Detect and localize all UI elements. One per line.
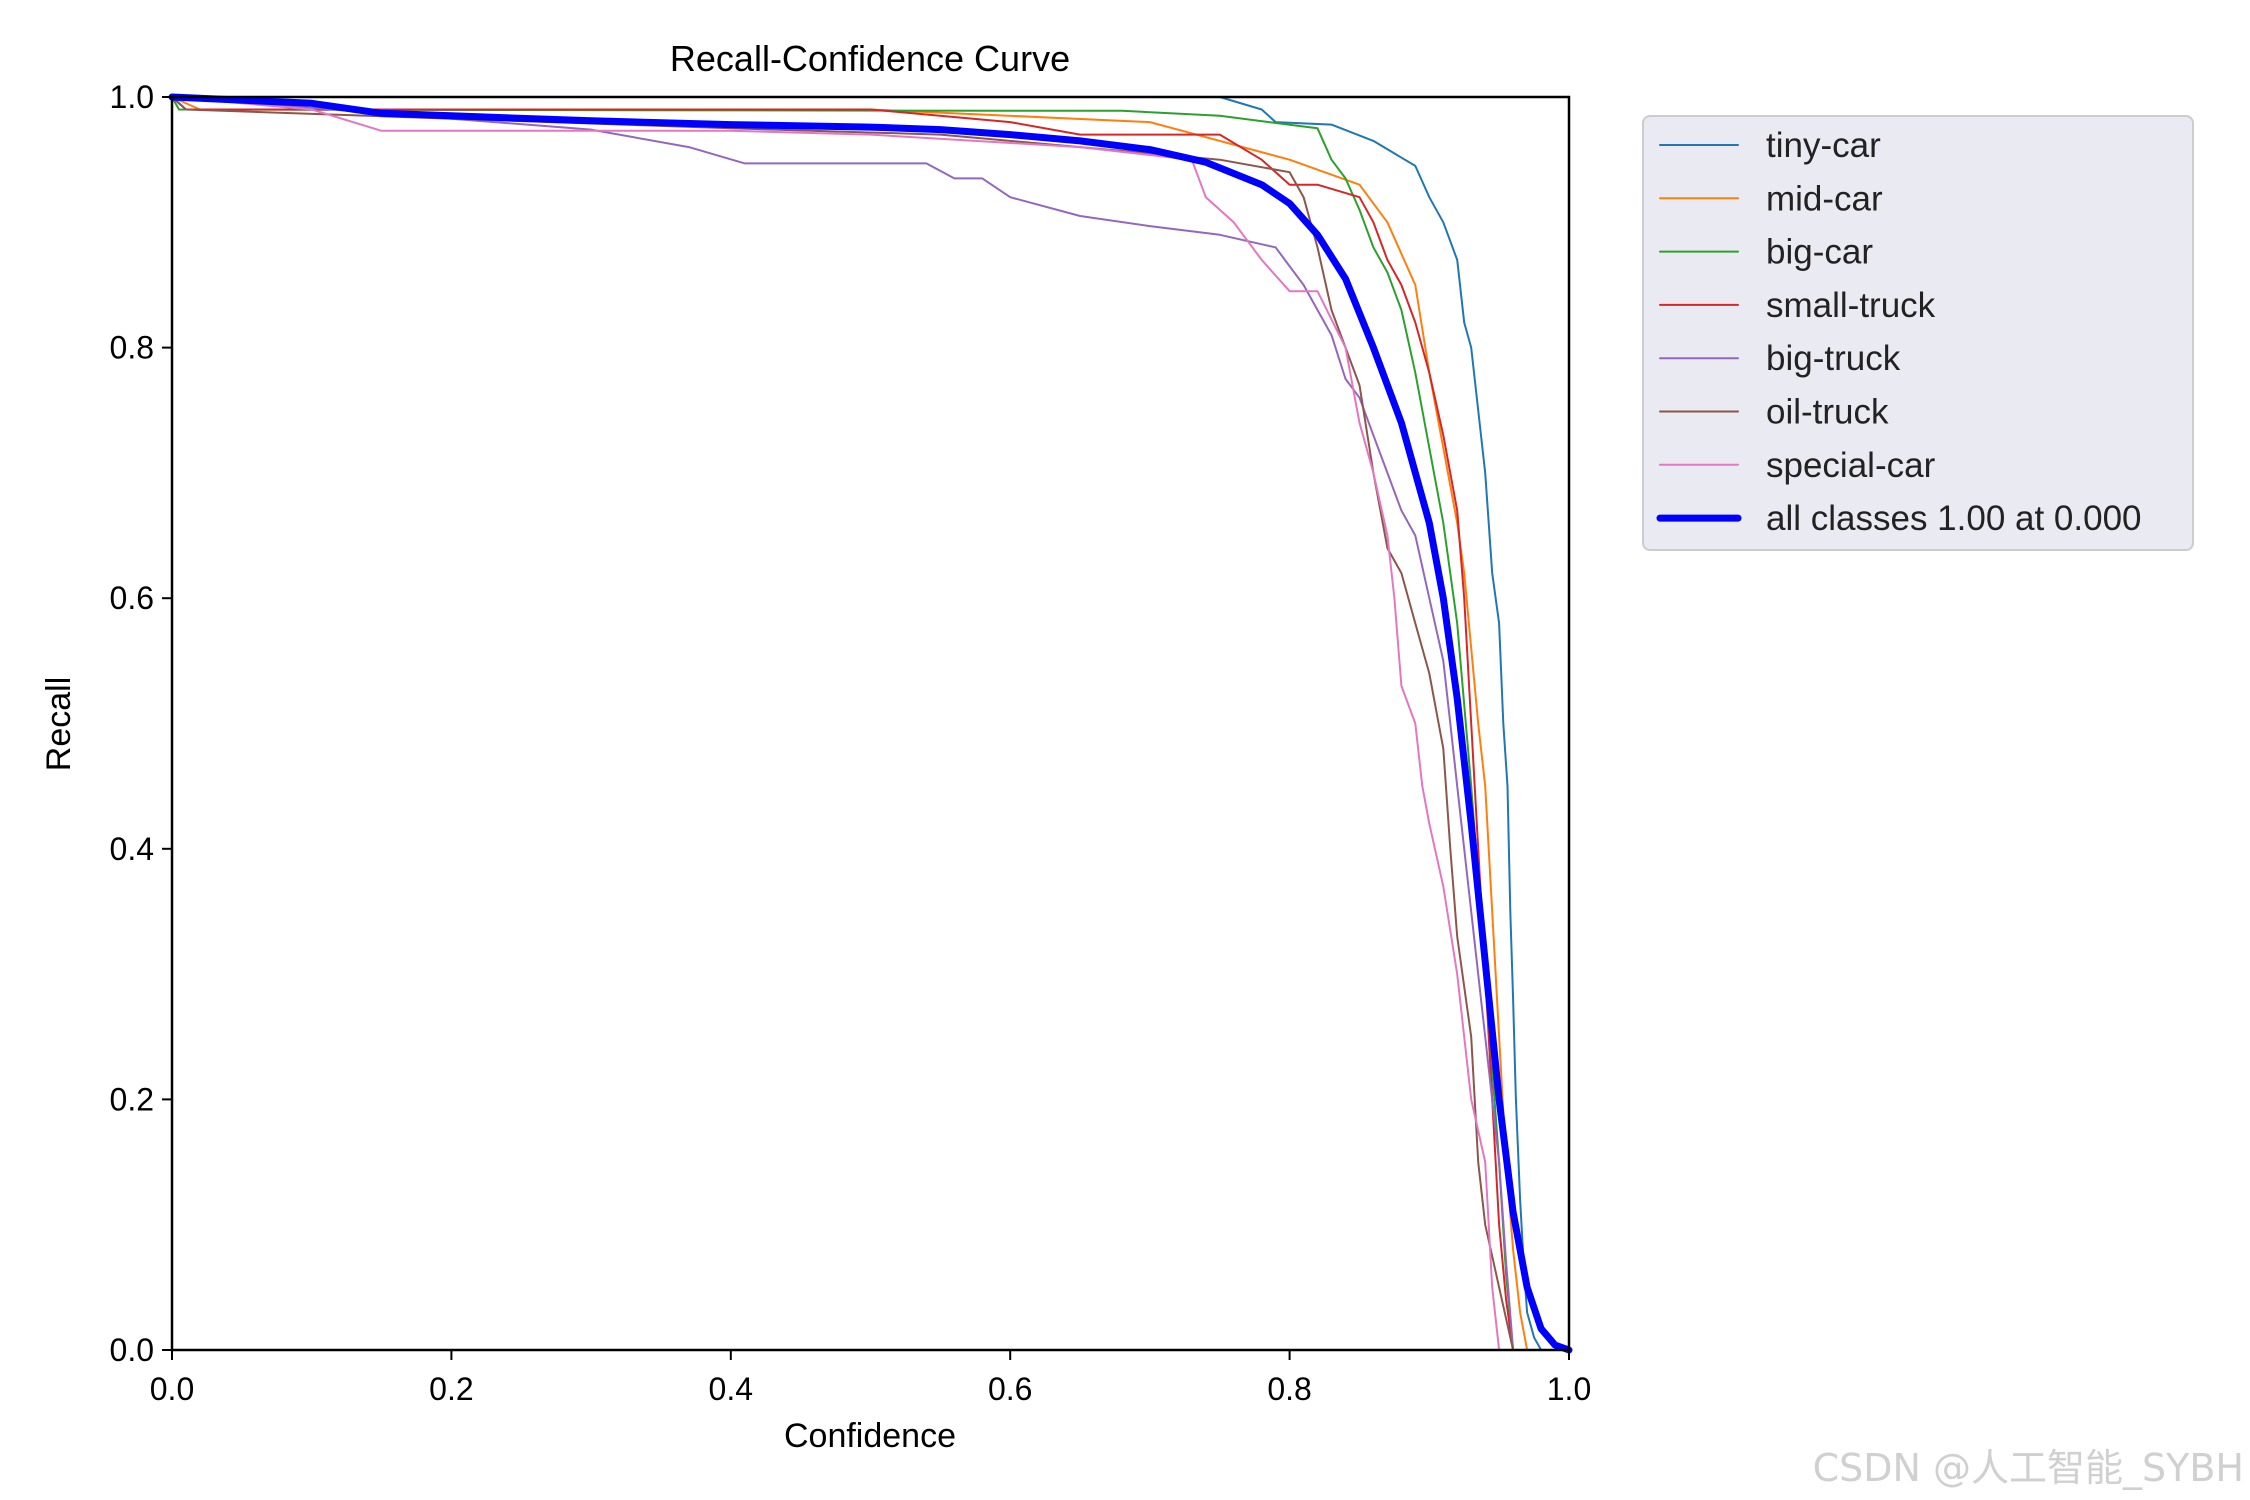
legend-label: mid-car (1766, 179, 1883, 218)
y-axis-ticks: 0.0 0.2 0.4 0.6 0.8 1.0 (110, 79, 172, 1368)
legend-label: big-truck (1766, 339, 1901, 378)
watermark: CSDN @人工智能_SYBH (1812, 1446, 2244, 1490)
series-line-oil-truck (171, 96, 1515, 1351)
series-line-mid-car (171, 96, 1529, 1351)
chart-title: Recall-Confidence Curve (670, 38, 1070, 79)
legend-label: tiny-car (1766, 126, 1881, 165)
legend-label: big-car (1766, 233, 1873, 272)
legend-items: tiny-car mid-car big-car small-truck big-tru… (1656, 126, 2142, 538)
legend-box (1642, 115, 2194, 551)
series-line-tiny-car (171, 96, 1543, 1351)
x-tick-label: 1.0 (1547, 1371, 1591, 1407)
series-line-big-car (171, 96, 1515, 1351)
series-line-all (168, 93, 1573, 1354)
legend: tiny-car mid-car big-car small-truck big-tru… (1642, 115, 2194, 551)
x-tick-label: 0.6 (988, 1371, 1032, 1407)
x-tick-label: 0.2 (429, 1371, 473, 1407)
plot-frame (170, 95, 1571, 1352)
series-line-big-truck (171, 96, 1515, 1351)
x-axis-label: Confidence (784, 1417, 956, 1455)
legend-label: special-car (1766, 446, 1936, 485)
y-tick-label: 1.0 (110, 79, 154, 115)
legend-label: small-truck (1766, 286, 1936, 325)
x-tick-label: 0.0 (150, 1371, 194, 1407)
series-line-special-car (171, 96, 1501, 1351)
legend-label: all classes 1.00 at 0.000 (1766, 499, 2142, 538)
y-tick-label: 0.6 (110, 580, 154, 616)
series-line-small-truck (171, 96, 1515, 1351)
plot-lines (168, 93, 1573, 1354)
x-tick-label: 0.8 (1267, 1371, 1311, 1407)
x-tick-label: 0.4 (709, 1371, 753, 1407)
y-tick-label: 0.0 (110, 1332, 154, 1368)
y-axis-label: Recall (40, 677, 78, 771)
x-axis-ticks: 0.0 0.2 0.4 0.6 0.8 1.0 (150, 1350, 1591, 1407)
y-tick-label: 0.8 (110, 330, 154, 366)
y-tick-label: 0.2 (110, 1081, 154, 1117)
y-tick-label: 0.4 (110, 831, 154, 867)
legend-label: oil-truck (1766, 393, 1889, 432)
